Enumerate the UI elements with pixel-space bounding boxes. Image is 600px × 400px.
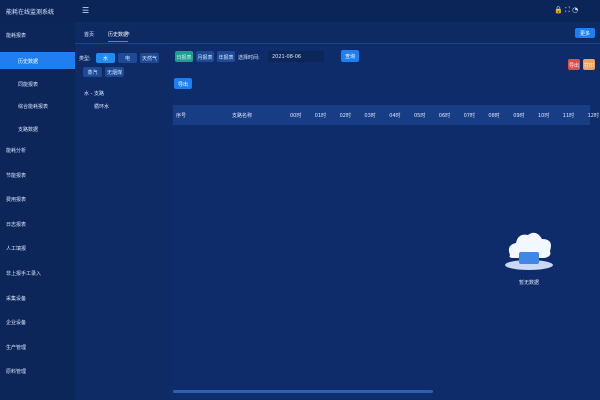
- column-header: 10时: [538, 113, 550, 119]
- tab[interactable]: 首页: [84, 32, 95, 38]
- menu-item[interactable]: 采集设备: [6, 295, 27, 302]
- header-icons[interactable]: 🔒 ⛶ ◔: [554, 6, 579, 14]
- menu-sub-item[interactable]: 同能报表: [18, 81, 39, 88]
- empty-text: 暂无数据: [519, 280, 540, 286]
- column-header: 07时: [463, 113, 475, 119]
- tree-root: 水 - 支路: [84, 91, 104, 97]
- column-header: 12时: [587, 113, 599, 119]
- column-header: 09时: [513, 113, 525, 119]
- type-button[interactable]: 天然气: [140, 53, 159, 63]
- tree-leaf[interactable]: 循环水: [94, 104, 110, 110]
- tab[interactable]: 历史数据: [108, 31, 129, 42]
- sidebar: [0, 22, 75, 400]
- column-header: 06时: [438, 113, 451, 119]
- column-header: 支路名称: [232, 113, 253, 119]
- menu-sub-item[interactable]: 综合能耗报表: [18, 104, 49, 110]
- filter-label: 类型:: [79, 56, 91, 62]
- column-header: 05时: [414, 113, 426, 119]
- column-header: 08时: [488, 113, 500, 119]
- menu-item[interactable]: 费用报表: [6, 197, 27, 204]
- query-button[interactable]: 查询: [341, 50, 359, 62]
- period-button[interactable]: 日报表: [175, 51, 193, 62]
- tab-bar: [75, 22, 600, 44]
- column-header: 序号: [176, 113, 187, 119]
- menu-item[interactable]: 企业设备: [6, 320, 27, 327]
- top-bar: [0, 0, 600, 22]
- scrollbar: [173, 390, 433, 393]
- menu-item[interactable]: 日志报表: [6, 221, 27, 228]
- menu-item[interactable]: 能耗分析: [6, 148, 27, 154]
- menu-item[interactable]: 原料管理: [6, 369, 27, 376]
- more-button[interactable]: 更多: [575, 28, 595, 38]
- type-button[interactable]: 水: [96, 53, 115, 63]
- time-label: 选择时间:: [238, 55, 260, 61]
- menu-icon[interactable]: ☰: [82, 6, 90, 15]
- empty-illustration: [505, 232, 553, 270]
- column-header: 00时: [290, 113, 302, 119]
- column-header: 03时: [364, 113, 376, 119]
- menu-item[interactable]: 人工填报: [6, 246, 27, 253]
- table-header: [173, 105, 590, 125]
- column-header: 01时: [314, 113, 327, 119]
- type-button[interactable]: 无烟煤: [105, 67, 124, 77]
- menu-item[interactable]: 节能报表: [6, 172, 27, 179]
- period-button[interactable]: 年报表: [217, 51, 235, 62]
- date-input[interactable]: 2021-08-06: [268, 51, 324, 62]
- type-button[interactable]: 蒸汽: [83, 67, 102, 77]
- tree-panel: [75, 46, 170, 400]
- column-header: 11时: [562, 113, 575, 119]
- column-header: 04时: [389, 113, 401, 119]
- type-button[interactable]: 电: [118, 53, 137, 63]
- menu-item[interactable]: 生产管理: [6, 344, 27, 351]
- menu-item[interactable]: 非上报手工录入: [6, 271, 42, 277]
- menu-sub-item[interactable]: 支路数据: [18, 126, 39, 133]
- period-button[interactable]: 月报表: [196, 51, 214, 62]
- export-button[interactable]: 导出: [174, 78, 192, 89]
- menu-group[interactable]: 能耗报表: [6, 33, 27, 39]
- menu-sub-item[interactable]: 历史数据: [0, 52, 75, 69]
- app-title: 能耗在线监测系统: [6, 9, 55, 16]
- action-button[interactable]: 导出: [568, 59, 580, 70]
- tab-close[interactable]: ×: [126, 31, 131, 37]
- column-header: 02时: [339, 113, 351, 119]
- action-button[interactable]: 打印: [583, 59, 595, 70]
